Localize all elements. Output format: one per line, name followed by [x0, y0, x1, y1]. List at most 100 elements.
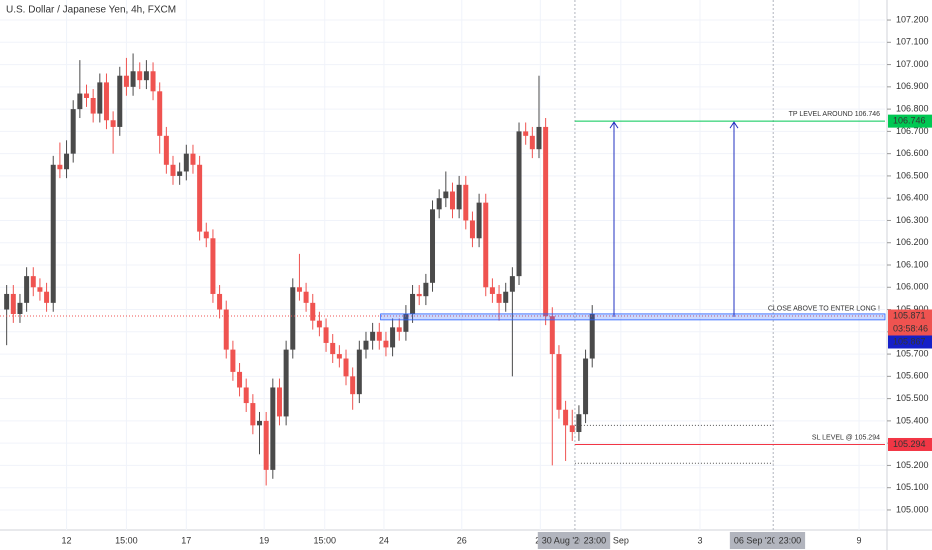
candle-body [30, 276, 36, 288]
candle-body [423, 282, 429, 297]
candle-body [549, 316, 555, 355]
candle-body [190, 153, 196, 165]
range-tick-box [579, 532, 611, 549]
x-tick-label: 24 [379, 535, 389, 545]
y-tick-label: 106.500 [896, 170, 929, 180]
candle-body [316, 320, 322, 328]
x-tick-label: Sep [613, 535, 629, 545]
candle-body [569, 425, 575, 433]
sl-price-tag-box [888, 437, 932, 451]
candle-body [130, 71, 136, 87]
candle-body [170, 164, 176, 176]
y-tick-label: 106.300 [896, 215, 929, 225]
last-price-tag: 105.871 [893, 310, 926, 320]
candle-body [223, 309, 229, 350]
candle-body [370, 331, 376, 341]
candle-body [436, 198, 442, 210]
y-tick-label: 106.900 [896, 81, 929, 91]
candle-body [296, 287, 302, 292]
entry-price-tag: 105.867 [893, 336, 926, 346]
chart-title: U.S. Dollar / Japanese Yen, 4h, FXCM [6, 5, 176, 16]
y-tick-label: 105.700 [896, 348, 929, 358]
candle-body [203, 231, 209, 239]
candle-body [117, 75, 123, 127]
candle-body [84, 93, 90, 98]
entry-band [380, 313, 886, 321]
candle-body [137, 71, 143, 81]
y-tick-label: 107.200 [896, 14, 929, 24]
candle-body [543, 126, 549, 317]
candle-body [456, 184, 462, 210]
countdown-tag-box [888, 322, 932, 336]
candle-body [276, 387, 282, 417]
candle-body [250, 403, 256, 426]
x-tick-label: 15:00 [115, 535, 138, 545]
candle-body [50, 164, 56, 303]
candle-body [336, 354, 342, 359]
candle-body [330, 342, 336, 355]
candle-body [383, 340, 389, 348]
range-tick-box [774, 532, 806, 549]
candle-body [403, 313, 409, 332]
candle-body [163, 135, 169, 165]
candle-body [17, 302, 23, 314]
candle-body [257, 420, 263, 426]
y-tick-label: 105.600 [896, 371, 929, 381]
range-tick-label: 30 Aug '20 [542, 535, 584, 545]
candle-body [363, 340, 369, 350]
range-tick-label: 23:00 [584, 535, 607, 545]
candle-body [583, 358, 589, 415]
y-tick-label: 105.200 [896, 460, 929, 470]
candle-body [576, 414, 582, 433]
candle-body [469, 220, 475, 239]
grid [0, 0, 891, 530]
x-tick-label: 3 [698, 535, 703, 545]
y-tick-label: 105.000 [896, 504, 929, 514]
arrow-head [729, 121, 739, 129]
candle-body [310, 302, 316, 321]
candle-body [509, 276, 515, 292]
tp-price-tag-box [888, 114, 932, 128]
candle-body [10, 293, 16, 314]
y-tick-label: 106.200 [896, 237, 929, 247]
candle-body [496, 293, 502, 303]
last-price-tag-box [888, 309, 932, 323]
candle-body [217, 293, 223, 310]
candle-body [323, 327, 329, 343]
candle-body [283, 349, 289, 417]
candle-body [37, 287, 43, 292]
candle-body [123, 75, 129, 87]
countdown-tag: 03:58:46 [893, 323, 928, 333]
candle-body [110, 120, 116, 127]
x-tick-label: 26 [457, 535, 467, 545]
candle-body [150, 71, 156, 92]
x-tick-label: 15:00 [313, 535, 336, 545]
candle-body [270, 387, 276, 470]
range-tick-box [537, 532, 589, 549]
candle-body [77, 93, 83, 110]
candle-body [230, 349, 236, 372]
candle-body [103, 82, 109, 121]
candle-body [483, 202, 489, 288]
candle-body [489, 287, 495, 294]
candle-body [303, 291, 309, 303]
candle-body [463, 184, 469, 221]
candle-body [589, 313, 595, 359]
y-tick-label: 105.500 [896, 393, 929, 403]
candle-body [516, 131, 522, 277]
y-tick-label: 106.800 [896, 103, 929, 113]
candle-body [563, 409, 569, 426]
candle-body [536, 126, 542, 150]
candle-body [243, 387, 249, 404]
tp-label: TP LEVEL AROUND 106.746 [789, 111, 881, 118]
sl-price-tag: 105.294 [893, 439, 926, 449]
tp-price-tag: 106.746 [893, 116, 926, 126]
candle-body [177, 171, 183, 176]
y-tick-label: 107.000 [896, 59, 929, 69]
candle-body [70, 109, 76, 154]
candle-body [24, 276, 30, 303]
candle-body [529, 135, 535, 150]
candle-body [90, 97, 96, 114]
